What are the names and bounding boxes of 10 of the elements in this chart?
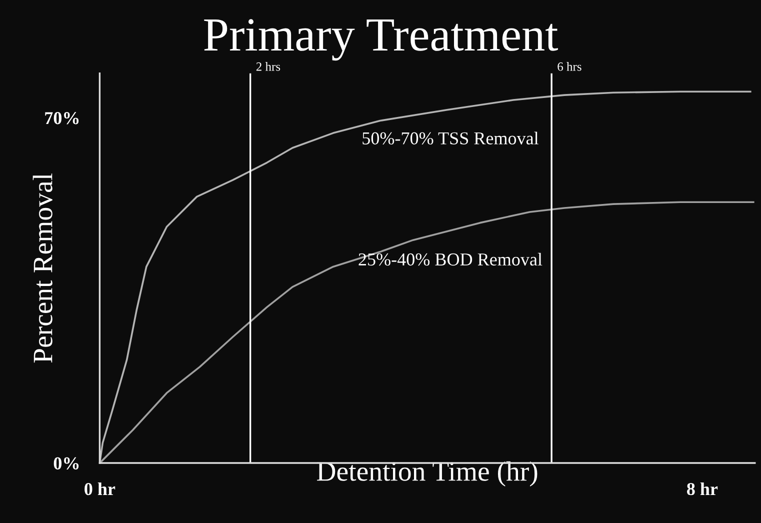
ref-line-label: 2 hrs [256, 62, 280, 71]
y-axis-title: Percent Removal [32, 173, 52, 363]
series-label: 50%-70% TSS Removal [362, 132, 538, 145]
x-tick-label: 0 hr [84, 482, 116, 496]
x-tick-label: 8 hr [686, 482, 718, 496]
y-tick-label: 70% [45, 112, 79, 124]
chart-title: Primary Treatment [204, 19, 558, 61]
ref-line-label: 6 hrs [558, 62, 582, 71]
y-tick-label: 0% [54, 457, 79, 470]
series-label: 25%-40% BOD Removal [358, 252, 542, 266]
